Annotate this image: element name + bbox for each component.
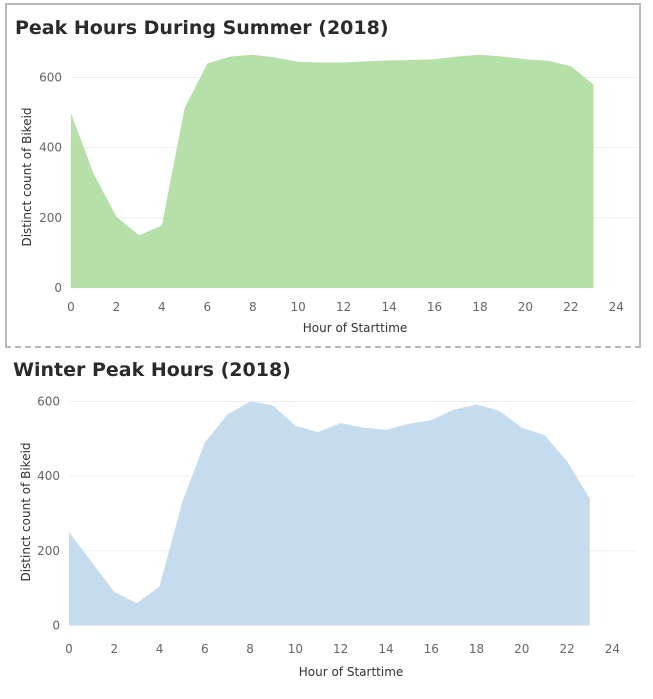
winter-data-point	[225, 413, 229, 417]
winter-x-tick-label: 18	[469, 642, 484, 656]
winter-x-tick-label: 10	[288, 642, 303, 656]
summer-y-tick-label: 200	[39, 211, 62, 225]
summer-data-point	[183, 106, 187, 110]
winter-data-point	[384, 428, 388, 432]
winter-x-tick-label: 8	[246, 642, 254, 656]
winter-x-tick-label: 6	[201, 642, 209, 656]
summer-x-tick-label: 16	[427, 300, 442, 314]
summer-x-tick-label: 8	[249, 300, 257, 314]
summer-data-point	[273, 56, 277, 60]
summer-y-tick-label: 400	[39, 141, 62, 155]
winter-data-point	[452, 408, 456, 412]
winter-data-point	[112, 590, 116, 594]
winter-x-tick-label: 0	[65, 642, 73, 656]
winter-y-tick-label: 400	[37, 469, 60, 483]
summer-x-tick-label: 12	[336, 300, 351, 314]
winter-area	[69, 401, 590, 626]
summer-data-point	[342, 60, 346, 64]
summer-data-point	[455, 54, 459, 58]
winter-data-point	[67, 530, 71, 534]
summer-data-point	[69, 111, 73, 115]
summer-data-point	[523, 57, 527, 61]
summer-data-point	[501, 54, 505, 58]
summer-x-tick-label: 2	[113, 300, 121, 314]
winter-data-point	[407, 422, 411, 426]
winter-x-tick-label: 16	[424, 642, 439, 656]
summer-x-tick-label: 0	[67, 300, 75, 314]
winter-data-point	[339, 421, 343, 425]
winter-data-point	[520, 426, 524, 430]
summer-data-point	[478, 53, 482, 57]
summer-y-tick-label: 600	[39, 71, 62, 85]
winter-x-tick-label: 4	[156, 642, 164, 656]
winter-data-point	[361, 426, 365, 430]
summer-data-point	[569, 64, 573, 68]
summer-x-tick-label: 14	[381, 300, 396, 314]
winter-y-tick-label: 600	[37, 394, 60, 408]
summer-data-point	[114, 215, 118, 219]
winter-chart-title: Winter Peak Hours (2018)	[13, 359, 291, 381]
summer-x-tick-label: 18	[472, 300, 487, 314]
winter-data-point	[203, 441, 207, 445]
winter-data-point	[90, 560, 94, 564]
winter-x-tick-label: 14	[378, 642, 393, 656]
winter-data-point	[497, 409, 501, 413]
summer-x-tick-label: 6	[203, 300, 211, 314]
winter-data-point	[316, 430, 320, 434]
summer-x-tick-label: 4	[158, 300, 166, 314]
winter-x-tick-label: 22	[559, 642, 574, 656]
winter-x-tick-label: 20	[514, 642, 529, 656]
winter-data-point	[588, 497, 592, 501]
summer-data-point	[251, 53, 255, 57]
summer-data-point	[137, 233, 141, 237]
winter-x-tick-label: 24	[605, 642, 620, 656]
summer-data-point	[92, 172, 96, 176]
winter-chart-panel: Winter Peak Hours (2018) 0 200 400 600 0 2 4 6 8…	[5, 350, 641, 699]
winter-x-tick-label: 12	[333, 642, 348, 656]
summer-data-point	[546, 59, 550, 63]
summer-data-point	[364, 59, 368, 63]
summer-y-tick-label: 0	[54, 281, 62, 295]
winter-x-tick-label: 2	[110, 642, 118, 656]
winter-x-axis-title: Hour of Starttime	[299, 665, 404, 679]
winter-data-point	[158, 584, 162, 588]
summer-data-point	[592, 83, 596, 87]
summer-x-tick-label: 22	[563, 300, 578, 314]
summer-chart-panel: Peak Hours During Summer (2018) 0 200 400 6…	[5, 3, 641, 348]
winter-data-point	[565, 459, 569, 463]
winter-data-point	[542, 433, 546, 437]
summer-data-point	[296, 60, 300, 64]
summer-area	[71, 54, 594, 288]
summer-data-point	[410, 58, 414, 62]
winter-data-point	[293, 424, 297, 428]
winter-data-point	[429, 418, 433, 422]
summer-x-tick-label: 10	[291, 300, 306, 314]
summer-data-point	[205, 62, 209, 66]
winter-y-tick-label: 0	[52, 619, 60, 633]
winter-data-point	[271, 403, 275, 407]
summer-data-point	[228, 54, 232, 58]
summer-y-axis-title: Distinct count of Bikeid	[20, 107, 34, 246]
summer-data-point	[433, 57, 437, 61]
summer-chart-title: Peak Hours During Summer (2018)	[15, 17, 389, 39]
summer-data-point	[160, 224, 164, 228]
winter-data-point	[135, 601, 139, 605]
summer-data-point	[387, 58, 391, 62]
winter-data-point	[475, 402, 479, 406]
summer-x-tick-label: 20	[518, 300, 533, 314]
summer-x-tick-label: 24	[609, 300, 624, 314]
winter-data-point	[180, 500, 184, 504]
summer-data-point	[319, 60, 323, 64]
summer-x-axis-title: Hour of Starttime	[303, 321, 408, 335]
winter-y-tick-label: 200	[37, 544, 60, 558]
winter-y-axis-title: Distinct count of Bikeid	[19, 442, 33, 581]
winter-data-point	[248, 399, 252, 403]
